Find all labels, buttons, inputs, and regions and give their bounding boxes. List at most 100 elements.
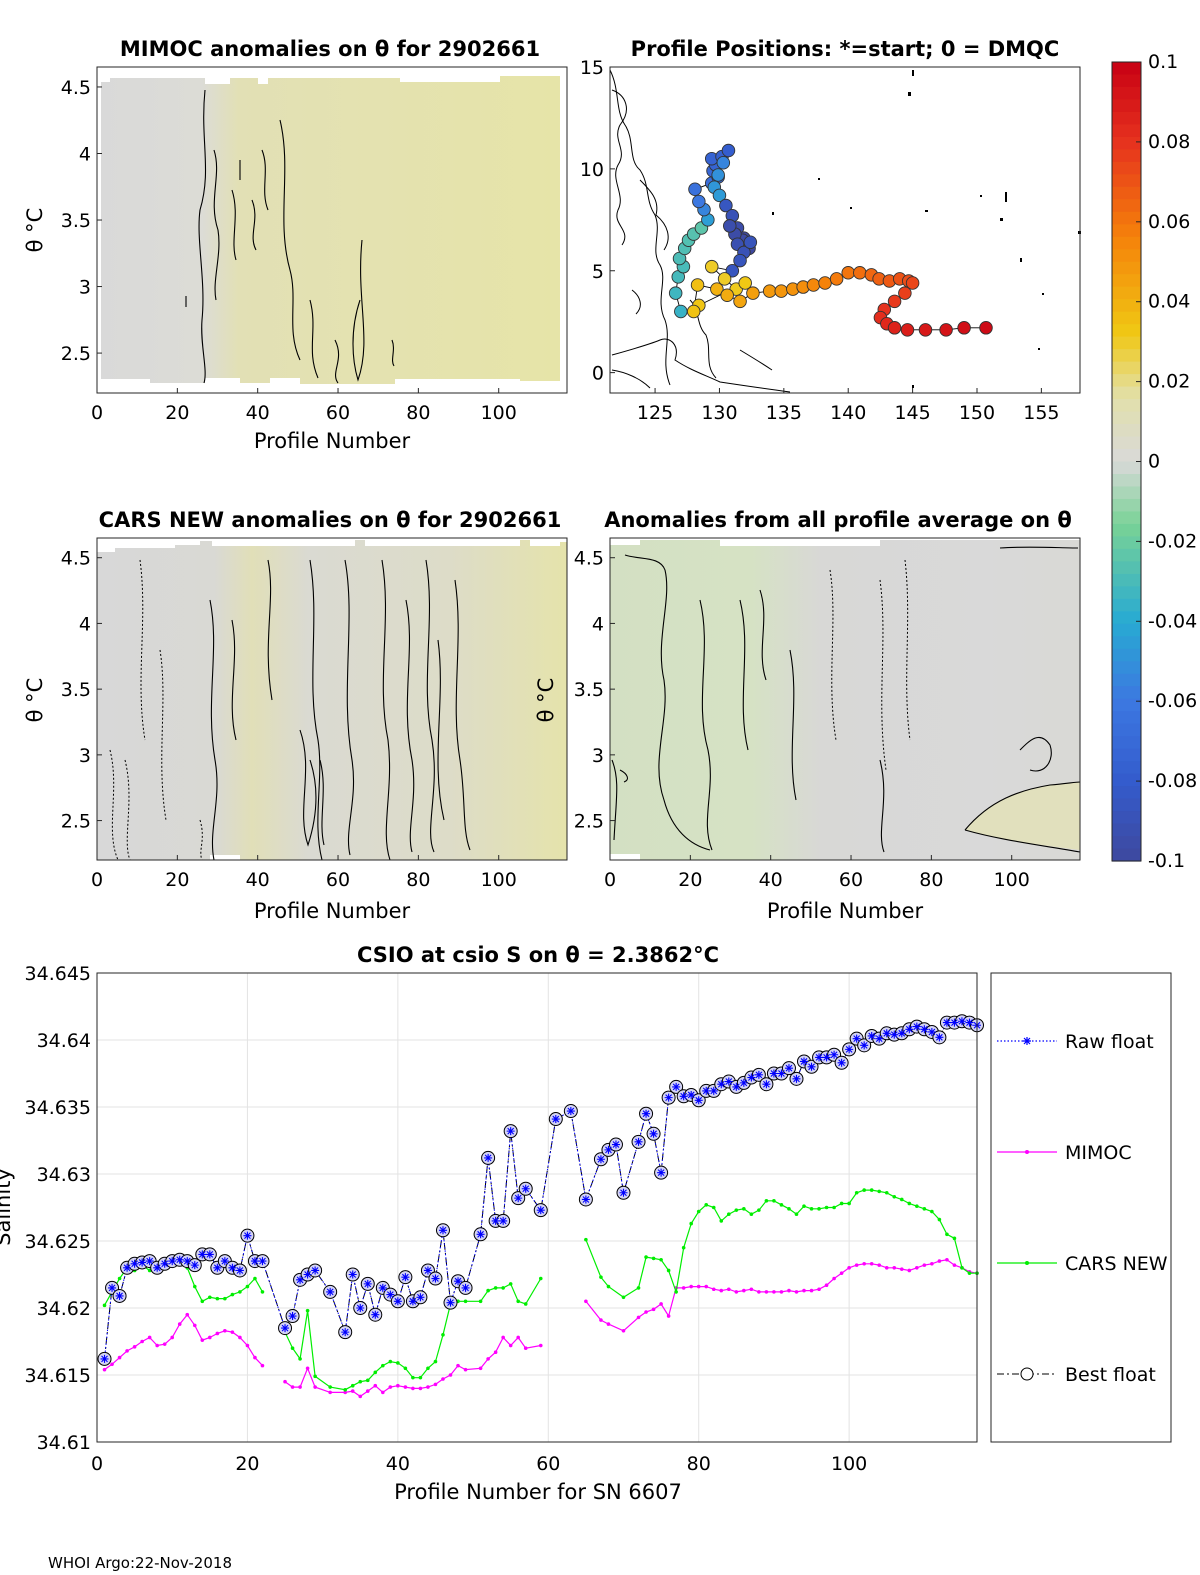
- average-contours: [611, 546, 1081, 853]
- raw-float-point: [423, 1266, 432, 1275]
- cars-ytick-label: 2.5: [61, 811, 91, 833]
- raw-float-point: [852, 1034, 861, 1043]
- mimoc-point: [418, 1386, 423, 1391]
- cars-new-point: [847, 1201, 851, 1206]
- colorbar-step: [1112, 399, 1141, 413]
- colorbar-step: [1112, 186, 1141, 200]
- raw-float-point: [830, 1050, 839, 1059]
- cars-new-point: [238, 1290, 242, 1294]
- cars-new-point: [644, 1255, 648, 1259]
- mimoc-point: [839, 1271, 844, 1275]
- profile-position-marker: [743, 235, 758, 249]
- profile-position-marker: [733, 253, 747, 268]
- avg-ytick-label: 4: [592, 613, 604, 635]
- mimoc-point: [508, 1343, 513, 1348]
- cars-xtick-label: 100: [481, 869, 517, 891]
- raw-float-point: [190, 1261, 199, 1270]
- colorbar-step: [1112, 773, 1141, 787]
- cars-new-point: [907, 1201, 912, 1206]
- mimoc-point: [884, 1266, 889, 1270]
- raw-float-point: [664, 1093, 673, 1102]
- raw-float-point: [138, 1258, 147, 1267]
- profile-position-marker: [710, 282, 724, 296]
- colorbar-step: [1112, 62, 1141, 76]
- raw-float-point: [935, 1033, 944, 1042]
- cars-new-point: [960, 1266, 964, 1270]
- csio-salinity-chart: CSIO at csio S on θ = 2.3862°C 0 20 40 60 80…: [0, 943, 984, 1504]
- colorbar-step: [1112, 374, 1141, 388]
- raw-float-point: [709, 1086, 718, 1095]
- raw-float-point: [762, 1080, 771, 1089]
- avg-ytick-label: 4.5: [574, 548, 604, 570]
- mimoc-point: [478, 1366, 483, 1371]
- colorbar-step: [1112, 149, 1141, 163]
- colorbar-tick-label: 0: [1148, 451, 1160, 473]
- profile-position-marker: [711, 168, 725, 182]
- legend-item: Best float: [997, 1364, 1156, 1386]
- cars-xlabel: Profile Number: [254, 899, 411, 923]
- mimoc-xtick-label: 100: [481, 402, 517, 424]
- cars-contours: [209, 559, 471, 861]
- cars-new-point: [117, 1276, 122, 1281]
- colorbar-step: [1112, 823, 1141, 837]
- colorbar-step: [1112, 261, 1141, 275]
- mimoc-point: [726, 1287, 731, 1292]
- raw-float-point: [739, 1078, 748, 1087]
- raw-float-point: [438, 1226, 447, 1235]
- mimoc-point: [140, 1339, 144, 1344]
- raw-float-point: [642, 1109, 651, 1118]
- raw-float-point: [281, 1324, 290, 1333]
- cars-new-point: [486, 1288, 490, 1293]
- cars-new-point: [779, 1203, 784, 1207]
- mimoc-point: [125, 1349, 129, 1353]
- raw-float-point: [288, 1312, 297, 1321]
- raw-float-point: [747, 1073, 756, 1082]
- csio-ytick-label: 34.63: [37, 1164, 91, 1186]
- cars-new-point: [892, 1194, 897, 1199]
- raw-float-point: [476, 1230, 485, 1239]
- colorbar-step: [1112, 848, 1141, 862]
- mimoc-point: [606, 1322, 611, 1326]
- colorbar-step: [1112, 586, 1141, 600]
- mimoc-point: [907, 1268, 912, 1273]
- colorbar-step: [1112, 86, 1141, 101]
- cars-new-point: [764, 1199, 769, 1203]
- raw-float-point: [198, 1250, 207, 1259]
- raw-float-point: [732, 1082, 741, 1091]
- colorbar-step: [1112, 673, 1141, 687]
- mimoc-ylabel: θ °C: [23, 208, 47, 253]
- cars-new-point: [659, 1257, 663, 1262]
- colorbar: 0.1 0.08 0.06 0.04 0.02 0 -0.02 -0.04 -0.06 -0.08…: [1111, 51, 1197, 872]
- cars-new-point: [719, 1219, 724, 1223]
- mimoc-point: [313, 1385, 317, 1389]
- profile-position-marker: [674, 304, 688, 319]
- cars-new-point: [365, 1378, 370, 1383]
- mimoc-xtick-label: 40: [246, 402, 270, 424]
- raw-float-point: [882, 1029, 891, 1038]
- profile-position-marker: [939, 323, 953, 337]
- cars-new-point: [411, 1375, 415, 1380]
- average-panel-title: Anomalies from all profile average on θ: [604, 508, 1072, 532]
- cars-new-point: [538, 1276, 543, 1281]
- raw-float-point: [619, 1188, 628, 1197]
- csio-ytick-label: 34.62: [37, 1298, 91, 1320]
- cars-new-point: [606, 1284, 611, 1289]
- mimoc-point: [937, 1259, 942, 1263]
- average-ylabel: θ °C: [534, 678, 558, 723]
- cars-ytick-label: 4: [79, 613, 91, 635]
- mimoc-point: [892, 1266, 897, 1270]
- cars-new-point: [952, 1236, 957, 1241]
- csio-xtick-label: 40: [386, 1453, 410, 1475]
- cars-anomaly-panel: CARS NEW anomalies on θ for 2902661 0: [23, 508, 568, 923]
- cars-anomaly-field: [97, 540, 567, 860]
- profile-position-marker: [806, 278, 821, 292]
- profile-position-marker: [887, 321, 902, 335]
- colorbar-step: [1112, 511, 1141, 525]
- raw-float-point: [205, 1250, 214, 1259]
- cars-new-point: [681, 1245, 686, 1250]
- mimoc-point: [147, 1335, 152, 1340]
- mimoc-axes-box: [96, 66, 568, 394]
- cars-new-point: [824, 1205, 829, 1210]
- islands: [772, 70, 1081, 388]
- colorbar-step: [1112, 386, 1141, 400]
